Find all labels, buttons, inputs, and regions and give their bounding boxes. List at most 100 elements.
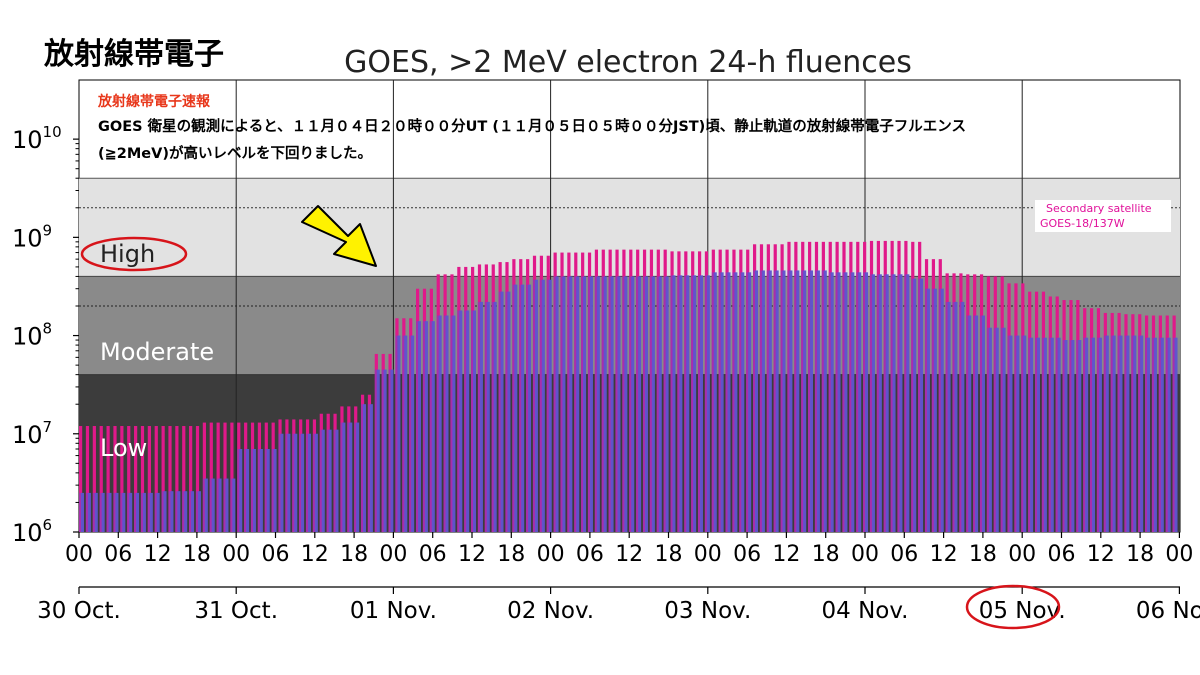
bar-overlap <box>464 310 470 532</box>
bar-overlap <box>79 492 84 532</box>
bar-overlap <box>574 276 580 532</box>
x-date-label: 04 Nov. <box>822 598 909 624</box>
bar-overlap <box>1062 340 1068 532</box>
y-axis: 106 107 108 109 1010 <box>12 123 79 547</box>
nov05-circle-annotation <box>965 584 1061 630</box>
bar-overlap <box>278 433 284 532</box>
bar-overlap <box>209 478 215 532</box>
bar-overlap <box>1014 335 1020 532</box>
bar-overlap <box>979 315 985 532</box>
bar-overlap <box>292 433 298 532</box>
bar-overlap <box>1124 335 1130 532</box>
x-hour-label: 06 <box>104 542 132 567</box>
bar-overlap <box>360 404 366 532</box>
chart-title: GOES, >2 MeV electron 24-h fluences <box>344 45 912 80</box>
bar-overlap <box>629 276 635 532</box>
bar-overlap <box>918 278 924 532</box>
bar-secondary <box>154 426 158 532</box>
bar-overlap <box>120 492 126 532</box>
bar-overlap <box>305 433 311 532</box>
bar-overlap <box>113 492 119 532</box>
bar-overlap <box>546 279 552 532</box>
bar-overlap <box>656 276 662 532</box>
bar-secondary <box>230 422 234 532</box>
bar-overlap <box>897 274 903 532</box>
bar-secondary <box>85 426 90 532</box>
bar-overlap <box>938 288 944 532</box>
bar-overlap <box>505 291 511 532</box>
bar-overlap <box>973 315 979 532</box>
bar-secondary <box>216 422 220 532</box>
bar-overlap <box>257 448 263 532</box>
bar-overlap <box>986 327 992 532</box>
bar-overlap <box>725 272 731 532</box>
bar-overlap <box>299 433 305 532</box>
bar-overlap <box>457 310 463 532</box>
x-hour-label: 18 <box>183 542 211 567</box>
y-tick-label: 106 <box>12 516 52 547</box>
bar-overlap <box>704 275 710 532</box>
bar-overlap <box>402 335 408 532</box>
bar-overlap <box>244 448 250 532</box>
bar-overlap <box>780 270 786 532</box>
bar-overlap <box>759 270 765 532</box>
bar-overlap <box>471 310 477 532</box>
x-hour-label: 12 <box>1087 542 1115 567</box>
bar-overlap <box>415 321 421 532</box>
bar-overlap <box>863 272 869 532</box>
x-hour-label: 12 <box>930 542 958 567</box>
bar-overlap <box>1145 337 1151 532</box>
bar-overlap <box>684 275 690 532</box>
bar-overlap <box>1138 335 1144 532</box>
bar-overlap <box>1069 340 1075 532</box>
bar-overlap <box>99 492 105 532</box>
bar-secondary <box>106 426 110 532</box>
bar-overlap <box>1089 337 1095 532</box>
bar-overlap <box>1117 335 1123 532</box>
bar-overlap <box>1110 335 1116 532</box>
legend: Secondary satellite GOES-18/137W <box>1035 200 1171 232</box>
x-date-label: 05 Nov. <box>979 598 1066 624</box>
arrow-annotation <box>301 205 377 267</box>
bar-overlap <box>1151 337 1157 532</box>
bar-overlap <box>354 422 360 532</box>
bar-overlap <box>649 276 655 532</box>
bar-overlap <box>237 448 243 532</box>
bar-overlap <box>787 270 793 532</box>
bar-overlap <box>711 272 717 532</box>
bar-overlap <box>567 276 573 532</box>
bar-secondary <box>189 426 193 532</box>
x-hour-label: 00 <box>694 542 722 567</box>
bar-overlap <box>808 270 814 532</box>
bar-overlap <box>931 288 937 532</box>
bar-overlap <box>691 275 697 532</box>
y-tick-label: 107 <box>12 418 52 449</box>
bar-overlap <box>801 270 807 532</box>
bar-secondary <box>195 426 200 532</box>
bar-secondary <box>168 426 172 532</box>
x-hour-label: 06 <box>890 542 918 567</box>
bar-secondary <box>79 426 83 532</box>
x-date-label: 02 Nov. <box>507 598 594 624</box>
bar-overlap <box>347 422 353 532</box>
band-label-low: Low <box>100 434 147 462</box>
bar-overlap <box>154 492 160 532</box>
bar-overlap <box>250 448 256 532</box>
y-tick-label: 109 <box>12 221 52 252</box>
x-date-label: 06 Nov. <box>1136 598 1200 624</box>
bar-overlap <box>168 491 174 532</box>
x-hour-label: 06 <box>733 542 761 567</box>
x-date-label: 31 Oct. <box>194 598 278 624</box>
bar-secondary <box>223 422 227 532</box>
bar-overlap <box>1165 337 1171 532</box>
bulletin-line-2: (≧2MeV)が高いレベルを下回りました。 <box>98 144 372 162</box>
x-hour-label: 00 <box>222 542 250 567</box>
bar-overlap <box>1103 335 1109 532</box>
x-hour-label: 12 <box>615 542 643 567</box>
bar-overlap <box>1076 340 1082 532</box>
bar-overlap <box>869 274 875 532</box>
bar-overlap <box>1131 335 1137 532</box>
bar-overlap <box>182 491 188 532</box>
x-hour-label: 00 <box>851 542 879 567</box>
bar-overlap <box>773 270 779 532</box>
